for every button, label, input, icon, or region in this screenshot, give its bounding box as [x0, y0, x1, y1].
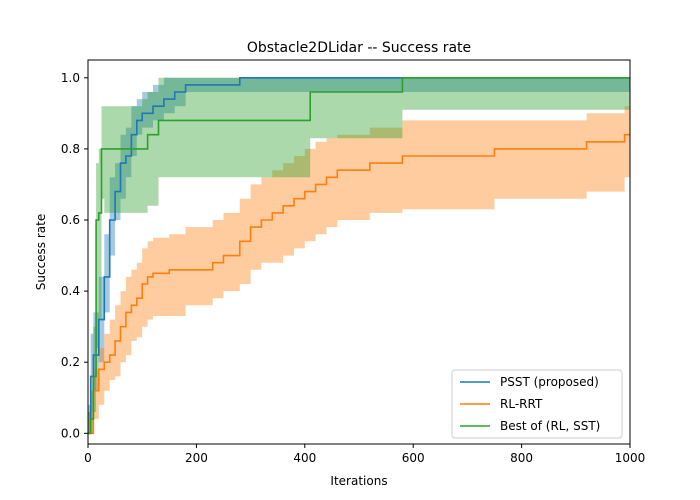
line-rl-rrt	[88, 133, 630, 435]
band-rl-rrt	[88, 106, 630, 434]
y-tick-label: 0.8	[61, 142, 80, 156]
y-tick-label: 0.6	[61, 213, 80, 227]
legend-box	[451, 369, 623, 439]
legend-label-best-of: Best of (RL, SST)	[500, 419, 600, 433]
x-tick-label: 200	[185, 451, 208, 465]
y-tick-label: 0.0	[61, 426, 80, 440]
y-axis: 0.0 0.2 0.4 0.6 0.8 1.0	[61, 71, 88, 440]
x-tick-label: 400	[293, 451, 316, 465]
line-psst-proposed	[88, 77, 630, 435]
chart-title: Obstacle2DLidar -- Success rate	[247, 40, 471, 56]
y-tick-label: 1.0	[61, 71, 80, 85]
x-tick-label: 0	[84, 451, 92, 465]
x-axis-label: Iterations	[330, 474, 387, 488]
y-tick-label: 0.4	[61, 284, 80, 298]
x-axis: 0 200 400 600 800 1000	[84, 444, 645, 465]
x-tick-label: 600	[402, 451, 425, 465]
line-best-of-rl-sst	[88, 77, 630, 435]
legend: PSST (proposed) RL-RRT Best of (RL, SST)	[451, 369, 623, 439]
legend-label-rl-rrt: RL-RRT	[500, 397, 543, 411]
legend-label-psst: PSST (proposed)	[500, 375, 599, 389]
plot-frame	[87, 59, 631, 445]
series-lines	[88, 77, 630, 435]
band-best-of-rl-sst	[88, 77, 630, 434]
y-axis-label: Success rate	[34, 214, 48, 291]
x-tick-label: 1000	[615, 451, 646, 465]
x-tick-label: 800	[510, 451, 533, 465]
y-tick-label: 0.2	[61, 355, 80, 369]
